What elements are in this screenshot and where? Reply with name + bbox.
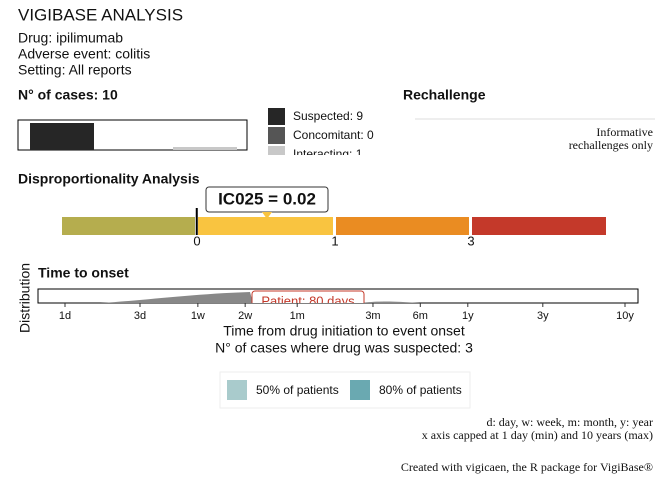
ic-scale: 0 1 3 IC025 = 0.02 [62, 186, 606, 248]
event: Adverse event: colitis [18, 46, 150, 62]
rechallenge-title: Rechallenge [403, 87, 486, 103]
x-axis-label: Time from drug initiation to event onset [223, 323, 465, 339]
x-tick-label: 1y [462, 310, 474, 322]
legend-swatch [268, 127, 285, 144]
ic-label: IC025 = 0.02 [218, 189, 316, 208]
legend-label: Concomitant: 0 [293, 128, 374, 142]
setting: Setting: All reports [18, 62, 132, 78]
title: VIGIBASE ANALYSIS [18, 5, 183, 24]
ic-band [335, 217, 469, 235]
x-tick-label: 3m [365, 310, 380, 322]
x-tick-label: 3d [134, 310, 146, 322]
x-tick-label: 2w [238, 310, 252, 322]
cases-legend: Suspected: 9 Concomitant: 0 Interacting: 1 [268, 108, 374, 161]
x-tick-label: 6m [413, 310, 428, 322]
legend-label: 50% of patients [256, 383, 339, 397]
legend-swatch [268, 108, 285, 125]
footnote: x axis capped at 1 day (min) and 10 year… [422, 428, 653, 442]
rechallenge-note: Informative [596, 125, 653, 139]
legend-label: 80% of patients [379, 383, 462, 397]
ic-label-pointer [262, 212, 272, 219]
legend-swatch [268, 146, 285, 155]
case-bar [173, 147, 237, 150]
cases-box [17, 119, 248, 151]
case-bar [30, 123, 94, 150]
n-label: N° of cases where drug was suspected: 3 [215, 340, 473, 356]
density: Patient: 80 days [100, 290, 420, 308]
cases-title: N° of cases: 10 [18, 87, 118, 103]
credit: Created with vigicaen, the R package for… [401, 460, 653, 474]
onset-title: Time to onset [38, 265, 129, 281]
legend-label: Interacting: 1 [293, 147, 363, 161]
tick-label: 3 [467, 233, 474, 248]
y-axis-label: Distribution [17, 263, 33, 333]
legend: 50% of patients 80% of patients [227, 380, 462, 400]
x-tick-label: 1d [59, 310, 71, 322]
footnote: d: day, w: week, m: month, y: year [486, 415, 653, 429]
x-tick-label: 1w [191, 310, 205, 322]
tick-label: 0 [193, 233, 200, 248]
tick-label: 1 [331, 233, 338, 248]
x-tick-label: 1m [290, 310, 305, 322]
drug: Drug: ipilimumab [18, 30, 123, 46]
legend-box [219, 371, 471, 409]
annotation-box [251, 290, 365, 303]
x-tick-label: 3y [537, 310, 549, 322]
annotation: Patient: 80 days [261, 293, 355, 308]
x-axis: 1d 3d 1w 2w 1m 3m 6m 1y 3y 10y [59, 303, 634, 322]
rechallenge-note: rechallenges only [569, 138, 653, 152]
ic-band [197, 217, 333, 235]
legend-label: Suspected: 9 [293, 109, 363, 123]
density-shape [100, 292, 420, 303]
ic-band [471, 217, 606, 235]
legend-swatch [227, 380, 247, 400]
dispro-title: Disproportionality Analysis [18, 171, 200, 187]
legend-swatch [350, 380, 370, 400]
ic-band [62, 217, 195, 235]
x-tick-label: 10y [616, 310, 634, 322]
